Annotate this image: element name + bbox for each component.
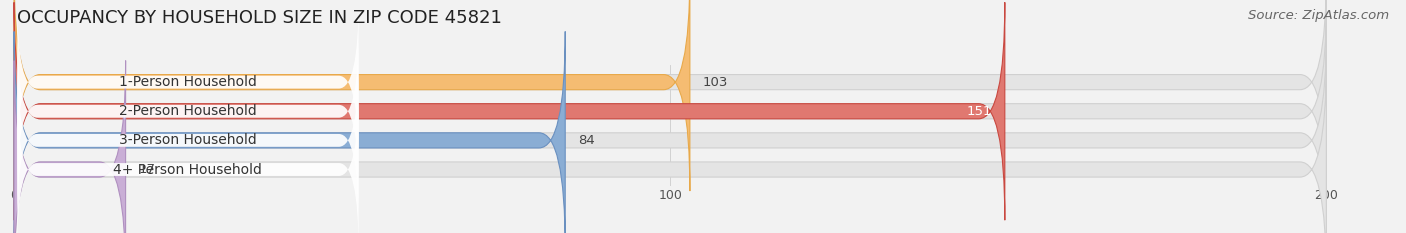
FancyBboxPatch shape xyxy=(14,61,1326,233)
FancyBboxPatch shape xyxy=(14,2,1326,220)
Text: Source: ZipAtlas.com: Source: ZipAtlas.com xyxy=(1249,9,1389,22)
Text: 84: 84 xyxy=(578,134,595,147)
Text: 2-Person Household: 2-Person Household xyxy=(120,104,257,118)
Text: 1-Person Household: 1-Person Household xyxy=(120,75,257,89)
FancyBboxPatch shape xyxy=(14,31,565,233)
FancyBboxPatch shape xyxy=(14,0,1326,191)
Text: OCCUPANCY BY HOUSEHOLD SIZE IN ZIP CODE 45821: OCCUPANCY BY HOUSEHOLD SIZE IN ZIP CODE … xyxy=(17,9,502,27)
FancyBboxPatch shape xyxy=(14,31,1326,233)
FancyBboxPatch shape xyxy=(17,89,359,233)
Text: 3-Person Household: 3-Person Household xyxy=(120,133,257,147)
Text: 103: 103 xyxy=(703,76,728,89)
FancyBboxPatch shape xyxy=(17,30,359,192)
Text: 4+ Person Household: 4+ Person Household xyxy=(114,162,263,177)
Text: 151: 151 xyxy=(966,105,991,118)
FancyBboxPatch shape xyxy=(14,0,690,191)
FancyBboxPatch shape xyxy=(17,1,359,163)
FancyBboxPatch shape xyxy=(14,2,1005,220)
Text: 17: 17 xyxy=(139,163,156,176)
FancyBboxPatch shape xyxy=(17,59,359,221)
FancyBboxPatch shape xyxy=(14,61,125,233)
